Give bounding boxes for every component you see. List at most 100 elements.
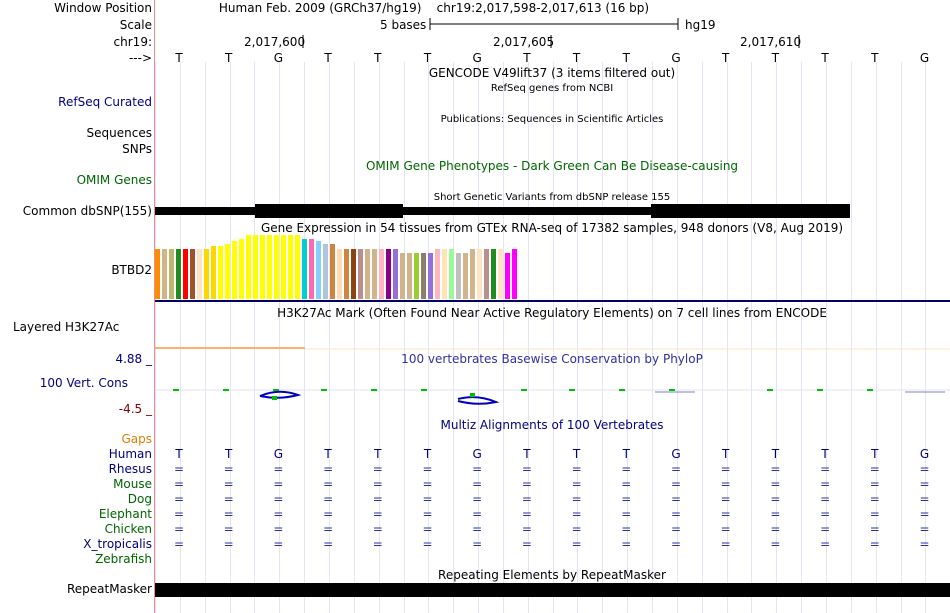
common-dbsnp-label[interactable]: Common dbSNP(155)	[22, 204, 152, 218]
gtex-bar-chart[interactable]	[155, 0, 950, 613]
reference-base: T	[622, 51, 630, 65]
repeatmasker-features[interactable]	[155, 0, 950, 613]
phylop-track-title: 100 vertebrates Basewise Conservation by…	[401, 352, 703, 366]
vert-cons-label[interactable]: 100 Vert. Cons	[39, 376, 128, 390]
alignment-match: =	[820, 522, 831, 536]
gtex-tissue-bar	[407, 253, 412, 299]
gencode-track-title[interactable]: GENCODE V49lift37 (3 items filtered out)	[428, 66, 676, 80]
track-data-area[interactable]: Human Feb. 2009 (GRCh37/hg19) chr19:2,01…	[155, 0, 950, 613]
sequences-label[interactable]: Sequences	[86, 126, 152, 140]
gtex-tissue-bar	[295, 235, 300, 299]
scale-label: Scale	[119, 18, 152, 32]
gtex-tissue-bar	[176, 249, 181, 299]
layered-h3k27ac-label[interactable]: Layered H3K27Ac	[13, 320, 120, 334]
alignment-match: =	[869, 507, 880, 521]
refseq-track-title: RefSeq genes from NCBI	[490, 83, 614, 94]
species-label[interactable]: Mouse	[113, 477, 152, 491]
gtex-tissue-bar	[351, 249, 356, 299]
gtex-tissue-bar	[449, 249, 454, 299]
h3k27ac-signal[interactable]	[155, 0, 950, 613]
alignment-match: =	[372, 462, 383, 476]
gtex-tissue-bar	[400, 253, 405, 299]
human-base: G	[671, 447, 681, 461]
omim-genes-label[interactable]: OMIM Genes	[76, 173, 152, 187]
dbsnp-features[interactable]	[155, 0, 950, 613]
alignment-match: =	[621, 492, 632, 506]
ruler-tick-1: 2,017,600	[244, 35, 306, 49]
species-label[interactable]: Rhesus	[108, 462, 152, 476]
species-label[interactable]: X_tropicalis	[83, 537, 152, 551]
scale-db-text: hg19	[685, 18, 716, 32]
phylop-conservation[interactable]	[155, 0, 950, 613]
species-label[interactable]: Zebrafish	[95, 552, 152, 566]
gtex-tissue-bar	[190, 249, 195, 299]
alignment-match: =	[919, 477, 930, 491]
dbsnp-thick-block-2	[651, 204, 850, 218]
human-base: G	[472, 447, 482, 461]
gtex-tissue-bar	[323, 244, 328, 299]
alignment-match: =	[173, 477, 185, 491]
refseq-curated-label[interactable]: RefSeq Curated	[58, 95, 152, 109]
base-grid	[155, 62, 926, 613]
species-label[interactable]: Elephant	[98, 507, 152, 521]
alignment-match: =	[273, 462, 284, 476]
phylop-negative-arc-1	[259, 390, 302, 399]
gtex-tissue-bar	[365, 249, 370, 299]
species-label[interactable]: Dog	[127, 492, 152, 506]
alignment-match: =	[173, 522, 185, 536]
btbd2-label[interactable]: BTBD2	[111, 263, 152, 277]
gtex-tissue-bar	[309, 239, 314, 299]
alignment-match: =	[372, 477, 383, 491]
alignment-match: =	[571, 507, 582, 521]
gtex-track-title: Gene Expression in 54 tissues from GTEx …	[260, 221, 844, 235]
human-base: G	[273, 447, 284, 461]
alignment-match: =	[820, 492, 831, 506]
gtex-tissue-bar	[344, 249, 349, 299]
alignment-match: =	[323, 462, 334, 476]
alignment-match: =	[521, 507, 532, 521]
alignment-match: =	[720, 522, 731, 536]
gtex-tissue-bar	[225, 244, 230, 299]
alignment-match: =	[869, 492, 880, 506]
alignment-match: =	[869, 462, 880, 476]
gtex-tissue-bar	[274, 235, 279, 299]
snps-label[interactable]: SNPs	[122, 142, 152, 156]
alignment-match: =	[770, 462, 781, 476]
human-base: T	[821, 447, 829, 461]
gtex-tissue-bar	[470, 249, 475, 299]
species-label[interactable]: Human	[108, 447, 152, 461]
human-base: T	[324, 447, 332, 461]
omim-track-title: OMIM Gene Phenotypes - Dark Green Can Be…	[365, 159, 739, 173]
alignment-match: =	[472, 462, 483, 476]
alignment-match: =	[472, 507, 483, 521]
gtex-tissue-bar	[253, 235, 258, 299]
alignment-match: =	[720, 462, 731, 476]
reference-base: T	[572, 51, 581, 65]
gaps-label[interactable]: Gaps	[121, 432, 152, 446]
phylop-negative-arc-2	[457, 396, 500, 405]
alignment-match: =	[919, 507, 930, 521]
human-base: G	[919, 447, 930, 461]
gtex-tissue-bar	[232, 241, 237, 299]
gtex-tissue-bar	[204, 249, 209, 299]
repeatmasker-label[interactable]: RepeatMasker	[66, 582, 152, 596]
alignment-match: =	[770, 477, 781, 491]
alignment-match: =	[422, 507, 433, 521]
chromosome-label: chr19:	[113, 35, 152, 49]
species-label[interactable]: Chicken	[104, 522, 152, 536]
alignment-match: =	[770, 537, 781, 551]
gtex-tissue-bar	[414, 253, 419, 299]
gtex-tissue-bar	[435, 249, 440, 299]
alignment-match: =	[521, 462, 532, 476]
alignment-match: =	[372, 537, 383, 551]
reference-base: T	[175, 51, 183, 65]
reference-base: T	[423, 51, 432, 65]
gtex-tissue-bar	[456, 253, 461, 299]
human-base: T	[175, 447, 183, 461]
repeatmasker-block	[155, 583, 950, 597]
conservation-min-label: -4.5 _	[118, 402, 152, 416]
alignment-match: =	[521, 492, 532, 506]
alignment-match: =	[720, 492, 731, 506]
alignment-match: =	[670, 522, 682, 536]
